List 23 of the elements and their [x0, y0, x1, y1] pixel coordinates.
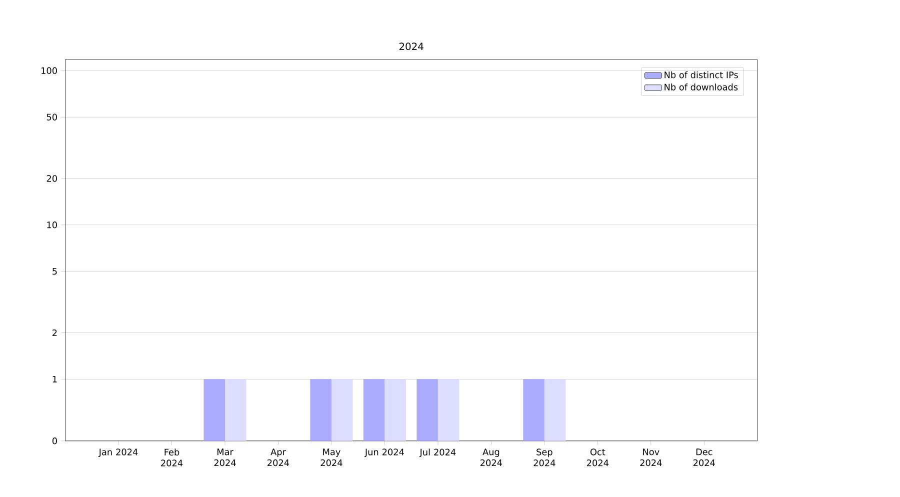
- y-tick-label: 10: [47, 222, 57, 229]
- x-tick-label: Oct 2024: [586, 448, 608, 466]
- x-tick-label: Jun 2024: [364, 448, 404, 458]
- x-tick-label: Sep 2024: [534, 448, 556, 466]
- y-tick-label: 0: [52, 438, 57, 445]
- y-tick-label: 20: [46, 175, 57, 182]
- y-tick-label: 1: [52, 376, 57, 383]
- x-tick-label: May 2024: [320, 448, 342, 466]
- chart-title: 2024: [399, 42, 424, 50]
- x-tick-label: Feb 2024: [161, 448, 183, 467]
- x-tick-label: Nov 2024: [640, 448, 662, 466]
- y-tick-label: 50: [46, 114, 57, 121]
- legend-label: Nb of downloads: [664, 84, 738, 91]
- legend-label: Nb of distinct IPs: [664, 72, 738, 78]
- x-tick-label: Aug 2024: [480, 448, 502, 466]
- y-tick-label: 5: [52, 268, 57, 275]
- x-tick-label: Dec 2024: [693, 448, 715, 466]
- x-tick-label: Mar 2024: [214, 448, 236, 466]
- y-tick-label: 2: [52, 330, 57, 336]
- x-tick-label: Jul 2024: [419, 448, 456, 458]
- x-tick-label: Apr 2024: [268, 448, 290, 466]
- x-tick-label: Jan 2024: [98, 448, 138, 458]
- y-tick-label: 100: [42, 68, 57, 74]
